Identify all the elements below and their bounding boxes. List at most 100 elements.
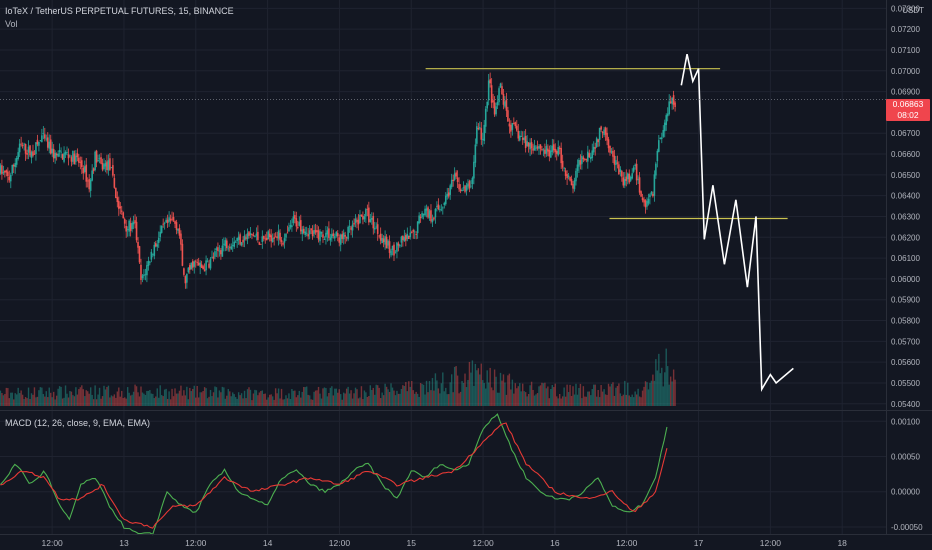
- candle-body: [277, 230, 280, 239]
- candle-body: [66, 152, 68, 153]
- candle-body: [12, 164, 15, 167]
- volume-bar: [545, 388, 548, 406]
- y-tick-label: 0.07100: [891, 46, 920, 55]
- candle-body: [83, 166, 86, 173]
- volume-bar: [195, 397, 197, 406]
- volume-bar: [155, 396, 157, 406]
- volume-bar: [30, 393, 33, 406]
- candle-body: [471, 177, 474, 185]
- chart-title[interactable]: IoTeX / TetherUS PERPETUAL FUTURES, 15, …: [5, 6, 234, 16]
- candle-body: [135, 221, 138, 241]
- candle-body: [307, 234, 309, 237]
- candle-body: [48, 141, 51, 149]
- volume-bar: [66, 393, 68, 406]
- macd-tick-label: 0.00000: [891, 488, 920, 497]
- candle-body: [634, 164, 636, 167]
- volume-bar: [584, 396, 586, 406]
- volume-bar: [159, 385, 161, 406]
- volume-bar: [23, 398, 25, 406]
- volume-bar: [400, 388, 403, 406]
- candle-body: [242, 239, 244, 243]
- candle-body: [365, 209, 367, 217]
- candle-body: [57, 153, 59, 157]
- last-price-tag: 0.06863 08:02: [886, 99, 930, 121]
- volume-bar: [186, 386, 188, 406]
- volume-bar: [55, 395, 58, 406]
- macd-label[interactable]: MACD (12, 26, close, 9, EMA, EMA): [5, 418, 151, 428]
- candle-body: [541, 149, 543, 151]
- candle-body: [425, 208, 428, 211]
- candle-body: [363, 216, 366, 220]
- volume-bar: [385, 386, 388, 406]
- y-tick-label: 0.07000: [891, 67, 920, 76]
- volume-bar: [581, 398, 583, 406]
- candle-body: [146, 265, 148, 276]
- candle-body: [246, 233, 249, 240]
- candle-body: [42, 133, 45, 134]
- candle-body: [530, 142, 533, 149]
- volume-bar: [20, 390, 22, 406]
- candle-body: [292, 216, 295, 224]
- volume-bar: [335, 388, 337, 406]
- volume-bar: [50, 392, 52, 406]
- candle-body: [513, 123, 515, 125]
- candle-body: [98, 158, 101, 160]
- volume-bar: [507, 375, 509, 406]
- candle-body: [467, 183, 469, 187]
- volume-bar: [115, 397, 117, 406]
- y-tick-label: 0.06100: [891, 254, 920, 263]
- volume-bar: [103, 385, 105, 406]
- volume-bar: [144, 394, 147, 406]
- volume-bar: [458, 393, 460, 406]
- volume-bar: [665, 348, 667, 406]
- volume-bar: [387, 389, 389, 406]
- candle-body: [613, 155, 616, 165]
- candle-body: [150, 251, 153, 260]
- candle-body: [579, 160, 582, 165]
- candle-body: [610, 151, 613, 153]
- volume-bar: [474, 363, 477, 406]
- candle-body: [446, 193, 449, 197]
- candle-body: [353, 222, 355, 225]
- candle-body: [196, 262, 199, 263]
- volume-label[interactable]: Vol: [5, 19, 18, 29]
- candle-body: [489, 79, 491, 84]
- volume-bar: [468, 361, 471, 406]
- volume-bar: [369, 385, 372, 406]
- volume-bar: [110, 395, 113, 406]
- candle-body: [338, 237, 341, 243]
- volume-bar: [482, 380, 484, 406]
- candle-body: [86, 180, 89, 182]
- volume-bar: [72, 395, 74, 406]
- y-tick-label: 0.05700: [891, 337, 920, 346]
- candle-body: [650, 191, 653, 195]
- volume-bar: [344, 393, 346, 406]
- volume-bar: [421, 383, 423, 406]
- volume-bar: [322, 388, 324, 406]
- candle-body: [215, 248, 218, 250]
- macd-lines: [0, 413, 668, 536]
- candle-body: [116, 197, 119, 203]
- candle-body: [672, 95, 675, 105]
- currency-label[interactable]: USDT: [902, 6, 924, 15]
- candle-body: [248, 231, 250, 236]
- volume-bar: [246, 389, 249, 406]
- volume-bar: [52, 391, 55, 406]
- volume-bar: [291, 389, 293, 406]
- volume-bar: [317, 386, 320, 406]
- candle-body: [504, 101, 506, 107]
- candle-body: [496, 101, 499, 106]
- candle-body: [183, 268, 185, 275]
- candle-body: [30, 152, 33, 158]
- candle-body: [137, 241, 139, 248]
- volume-bar: [551, 385, 553, 406]
- volume-bar: [270, 394, 272, 406]
- candle-body: [490, 85, 493, 103]
- volume-bar: [649, 382, 651, 406]
- volume-bar: [17, 387, 19, 406]
- volume-bar: [573, 394, 576, 406]
- volume-bar: [631, 394, 633, 406]
- volume-bar: [263, 393, 265, 406]
- candle-body: [15, 157, 18, 165]
